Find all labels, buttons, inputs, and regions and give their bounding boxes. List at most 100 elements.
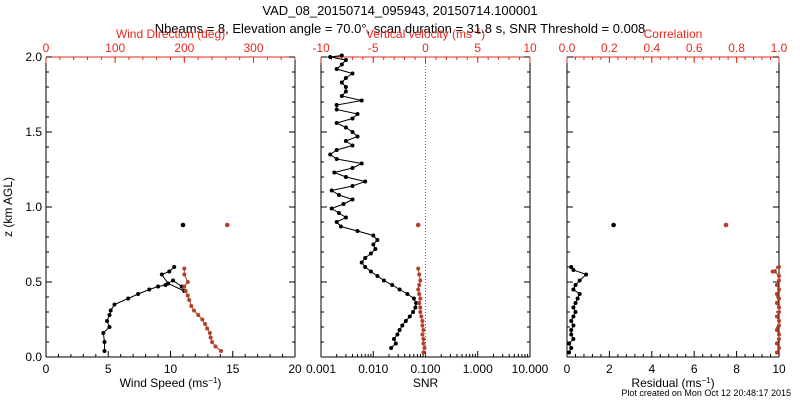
x-bottom-tick-label: 4: [648, 362, 655, 376]
data-point: [571, 337, 576, 341]
data-point: [413, 305, 418, 310]
x-top-tick-label: -10: [312, 41, 330, 55]
data-point: [112, 302, 117, 307]
data-point: [371, 242, 376, 247]
data-point: [389, 346, 394, 350]
data-point: [777, 323, 781, 328]
data-point: [420, 332, 425, 337]
data-point: [421, 337, 426, 341]
x-bottom-tick-label: 0.001: [306, 362, 336, 376]
data-point: [363, 256, 368, 260]
x-top-tick-label: 100: [105, 41, 125, 55]
data-point: [102, 349, 107, 353]
data-point: [777, 305, 781, 310]
data-point: [393, 341, 398, 346]
figure-title: VAD_08_20150714_095943, 20150714.100001: [262, 3, 537, 18]
x-top-tick-label: 0.8: [728, 41, 745, 55]
data-point: [107, 325, 112, 329]
data-point: [774, 350, 779, 355]
data-point: [417, 272, 422, 277]
data-point: [417, 292, 422, 296]
data-point: [418, 278, 423, 283]
x-top-tick-label: 0.0: [559, 41, 576, 55]
data-point: [571, 268, 576, 272]
data-point: [350, 184, 355, 188]
y-tick-label: 0.0: [25, 350, 42, 364]
data-point: [185, 293, 190, 298]
panel-1: 0.0 0.5 1.0 1.5 2.0 z (km AGL) 0 5 10 15 20 Wind Sp…: [1, 27, 302, 390]
series-correlation: [723, 222, 781, 355]
data-point: [183, 289, 188, 293]
data-point: [171, 278, 175, 283]
data-point: [167, 269, 172, 274]
data-point: [341, 202, 346, 206]
x-top-tick-label: 1.0: [771, 41, 788, 55]
data-point: [390, 283, 395, 287]
data-point: [573, 301, 578, 305]
data-point: [343, 58, 348, 62]
data-point: [407, 314, 412, 319]
data-point: [343, 215, 348, 220]
data-point: [126, 296, 131, 301]
data-point: [375, 274, 380, 278]
data-point: [182, 272, 187, 277]
data-point: [101, 331, 106, 335]
data-point: [569, 332, 574, 337]
data-point: [343, 85, 348, 89]
data-point: [397, 287, 402, 292]
panel-2: 0.001 0.010 0.100 1.000 10.000 SNR -10 -5 0 5 10 Ve…: [306, 27, 549, 391]
x-bottom-tick-label: 10: [164, 362, 178, 376]
x-bottom-tick-label: 0.100: [410, 362, 440, 376]
data-point: [339, 80, 344, 85]
data-point: [395, 332, 400, 337]
data-point: [334, 220, 339, 224]
data-point: [336, 193, 341, 197]
y-tick-label: 1.5: [25, 125, 42, 139]
data-point: [584, 272, 589, 277]
x-bottom-tick-label: 0: [564, 362, 571, 376]
data-point: [411, 296, 416, 301]
series-snr: [328, 53, 419, 350]
x-bottom-tick-label: 0.010: [358, 362, 388, 376]
data-point: [219, 349, 223, 353]
data-point: [573, 310, 578, 314]
data-point: [339, 94, 344, 98]
data-point: [350, 71, 355, 76]
data-point: [108, 308, 113, 313]
data-point: [334, 157, 339, 161]
data-point: [567, 350, 572, 355]
data-point: [192, 308, 196, 313]
data-point: [573, 283, 578, 287]
data-point: [336, 211, 341, 215]
data-point: [343, 125, 348, 130]
x-top-tick-label: 300: [243, 41, 263, 55]
data-point: [334, 121, 339, 125]
y-tick-label: 1.0: [25, 200, 42, 214]
data-point: [203, 322, 208, 326]
data-point: [403, 319, 408, 323]
x-bottom-tick-label: 1.000: [463, 362, 493, 376]
data-point: [421, 341, 426, 346]
data-point: [418, 296, 423, 301]
data-point: [343, 139, 348, 143]
data-point: [420, 323, 425, 328]
data-point: [166, 281, 170, 286]
isolated-data-point: [415, 222, 421, 228]
data-point: [210, 340, 214, 344]
data-point: [182, 284, 187, 289]
data-point: [334, 103, 339, 107]
data-point: [373, 247, 378, 251]
data-point: [156, 284, 161, 289]
data-point: [136, 292, 141, 296]
x-bottom-tick-label: 6: [691, 362, 698, 376]
data-point: [328, 55, 333, 59]
data-point: [375, 238, 380, 242]
data-point: [343, 76, 348, 80]
data-point: [569, 346, 574, 350]
data-point: [334, 148, 339, 152]
data-point: [777, 319, 781, 323]
isolated-data-point: [224, 222, 230, 228]
data-point: [777, 287, 781, 292]
y-tick-label: 0.5: [25, 275, 42, 289]
data-point: [416, 266, 421, 271]
